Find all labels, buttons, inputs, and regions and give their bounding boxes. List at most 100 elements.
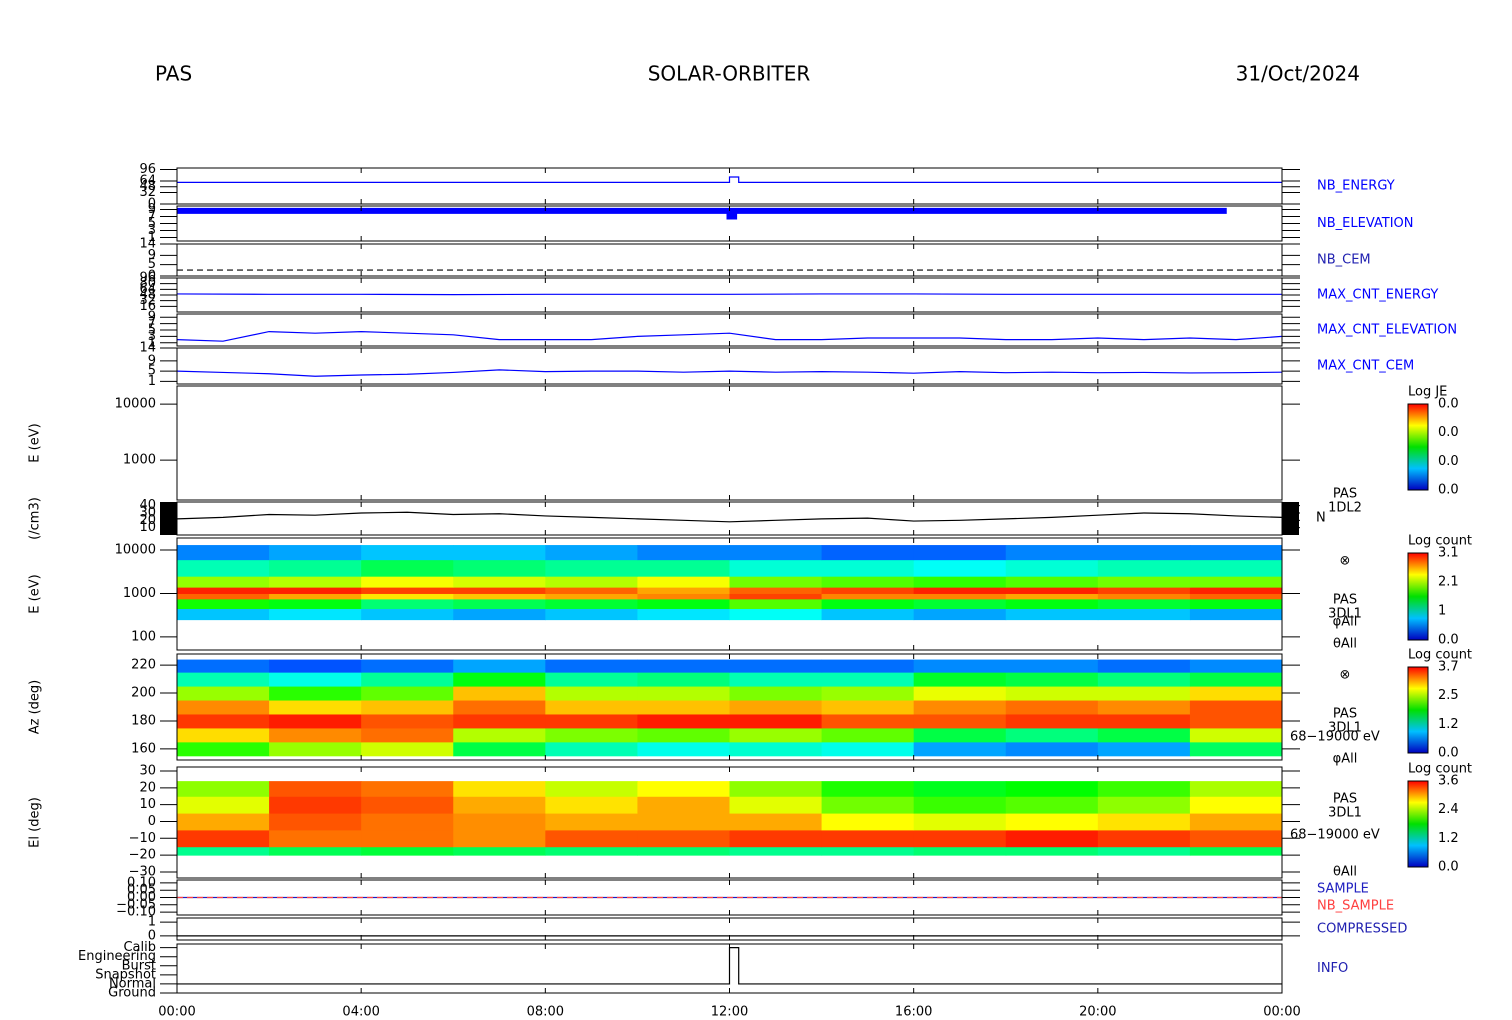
spectrogram-cell (177, 608, 270, 621)
y-tick-label: 1 (148, 230, 156, 245)
spectrogram-cell (361, 846, 454, 856)
spectrogram-cell (453, 576, 546, 588)
spectrogram-cell (545, 700, 638, 715)
spectrogram-cell (269, 598, 362, 610)
spectrogram-cell (361, 608, 454, 621)
y-tick-label: 5 (148, 323, 156, 338)
spectrogram-cell (361, 727, 454, 743)
panel-label: PAS (1333, 593, 1357, 608)
spectrogram-cell (361, 796, 454, 814)
spectrogram-cell (637, 796, 730, 814)
header-right: 31/Oct/2024 (1236, 62, 1360, 86)
colorbar-tick-label: 3.6 (1438, 774, 1459, 789)
y-tick-label: 10 (139, 520, 156, 535)
spectrogram-cell (453, 781, 546, 797)
spectrogram-cell (637, 576, 730, 588)
spectrogram-cell (1005, 813, 1099, 831)
y-tick-label: 0 (148, 197, 156, 212)
spectrogram-cell (269, 593, 362, 600)
spectrogram-cell (545, 587, 638, 594)
spectrogram-cell (821, 700, 915, 715)
direction-symbol: ⊗ (1340, 554, 1351, 569)
fill-block (160, 502, 177, 535)
spectrogram-cell (361, 659, 454, 673)
colorbar (1407, 666, 1429, 754)
y-tick-label: 9 (148, 310, 156, 325)
panel-label: θAll (1333, 637, 1357, 652)
spectrogram-cell (269, 686, 362, 701)
spectrogram-cell (1189, 598, 1283, 610)
spectrogram-cell (821, 659, 915, 673)
y-tick-label: 0 (148, 928, 156, 943)
series-label: MAX_CNT_CEM (1317, 359, 1414, 374)
spectrogram-cell (821, 672, 915, 687)
data-line (176, 511, 1283, 523)
colorbar (1407, 403, 1429, 491)
spectrogram-cell (453, 608, 546, 621)
y-tick-label: 16 (139, 299, 156, 314)
header-center: SOLAR-ORBITER (648, 62, 811, 86)
spectrogram-cell (269, 727, 362, 743)
spectrogram-cell (361, 781, 454, 797)
spectrogram-cell (1097, 545, 1191, 561)
spectrogram-cell (1097, 559, 1191, 577)
series-label: NB_ELEVATION (1317, 216, 1414, 231)
y-tick-label: 3 (148, 329, 156, 344)
spectrogram-cell (361, 713, 454, 729)
spectrogram-cell (637, 846, 730, 856)
spectrogram-cell (545, 559, 638, 577)
spectrogram-cell (1097, 598, 1191, 610)
colorbar-tick-label: 0.0 (1438, 397, 1459, 412)
spectrogram-cell (453, 593, 546, 600)
spectrogram-cell (545, 659, 638, 673)
spectrogram-cell (637, 741, 730, 757)
spectrogram-cell (1097, 727, 1191, 743)
spectrogram-cell (913, 576, 1007, 588)
spectrogram-cell (913, 727, 1007, 743)
spectrogram-cell (361, 672, 454, 687)
spectrogram-cell (637, 781, 730, 797)
spectrogram-cell (361, 829, 454, 848)
spectrogram-cell (1005, 559, 1099, 577)
spectrogram-cell (729, 727, 823, 743)
spectrogram-cell (637, 713, 730, 729)
spectrogram-cell (1005, 608, 1099, 621)
spectrogram-cell (269, 587, 362, 594)
y-tick-label: 30 (139, 506, 156, 521)
panel-label: φAll (1333, 752, 1358, 767)
spectrogram-cell (177, 813, 270, 831)
spectrogram-cell (177, 598, 270, 610)
y-tick-label: −0.05 (116, 897, 156, 912)
colorbar-tick-label: 0.0 (1438, 860, 1459, 875)
y-tick-label: 64 (139, 282, 156, 297)
y-tick-label: 30 (139, 764, 156, 779)
spectrogram-cell (177, 559, 270, 577)
data-line (176, 293, 1282, 296)
spectrogram-cell (545, 593, 638, 600)
spectrogram-cell (821, 727, 915, 743)
colorbar-tick-label: 3.7 (1438, 660, 1459, 675)
spectrogram-cell (545, 846, 638, 856)
spectrogram-cell (821, 686, 915, 701)
spectrogram-cell (913, 559, 1007, 577)
y-tick-label: 3 (148, 223, 156, 238)
spectrogram-cell (1097, 593, 1191, 600)
y-tick-label: 10000 (115, 543, 156, 558)
y-tick-label: 9 (148, 353, 156, 368)
spectrogram-cell (1005, 598, 1099, 610)
series-label: NB_SAMPLE (1317, 899, 1394, 914)
y-tick-label: 32 (139, 293, 156, 308)
panel-label: 68−19000 eV (1290, 730, 1380, 745)
spectrogram-cell (637, 672, 730, 687)
spectrogram-cell (637, 608, 730, 621)
spectrogram-cell (1189, 700, 1283, 715)
spectrogram-cell (177, 781, 270, 797)
spectrogram-cell (453, 659, 546, 673)
y-tick-label: −10 (129, 831, 156, 846)
series-label: COMPRESSED (1317, 922, 1407, 937)
y-tick-label: 1 (148, 335, 156, 350)
data-line (176, 369, 1283, 377)
spectrogram-cell (729, 545, 823, 561)
colorbar (1407, 552, 1429, 641)
y-tick-label: 1 (148, 915, 156, 930)
